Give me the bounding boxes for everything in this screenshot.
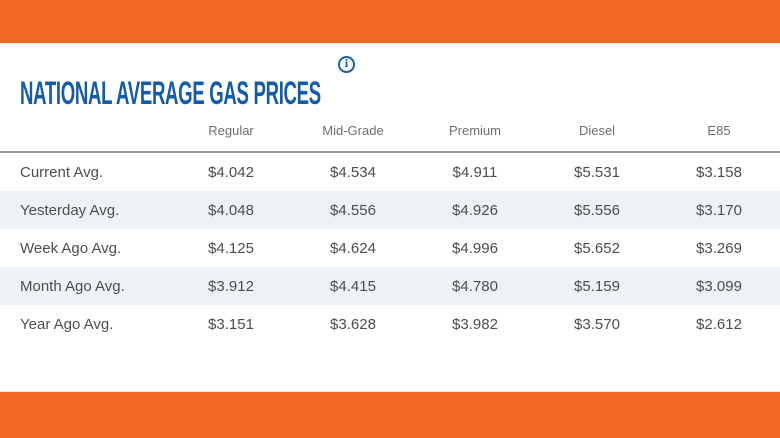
table-row-yesterday: Yesterday Avg. $4.048 $4.556 $4.926 $5.5…: [0, 191, 780, 229]
price-cell: $4.624: [330, 239, 376, 257]
column-header-premium: Premium: [414, 109, 536, 153]
price-cell: $3.982: [452, 315, 498, 333]
info-icon[interactable]: i: [338, 56, 355, 73]
price-cell: $3.628: [330, 315, 376, 333]
price-cell: $4.534: [330, 163, 376, 181]
row-label-cell: Month Ago Avg.: [20, 277, 125, 295]
price-cell: $4.048: [208, 201, 254, 219]
title-row: NATIONAL AVERAGE GAS PRICES i: [20, 56, 760, 109]
price-cell: $3.269: [696, 239, 742, 257]
column-header-e85: E85: [658, 109, 780, 153]
price-cell: $5.159: [574, 277, 620, 295]
bottom-accent-bar: [0, 391, 780, 438]
price-cell: $3.912: [208, 277, 254, 295]
price-cell: $5.531: [574, 163, 620, 181]
price-cell: $5.652: [574, 239, 620, 257]
row-label-cell: Yesterday Avg.: [20, 201, 120, 219]
row-label-cell: Week Ago Avg.: [20, 239, 122, 257]
column-header-regular: Regular: [170, 109, 292, 153]
price-cell: $4.911: [452, 163, 498, 181]
top-accent-bar: [0, 0, 780, 44]
price-cell: $3.151: [208, 315, 254, 333]
price-cell: $4.415: [330, 277, 376, 295]
row-label-cell: Year Ago Avg.: [20, 315, 114, 333]
gas-prices-table: Regular Mid-Grade Premium Diesel E85 Cur…: [0, 109, 780, 343]
table-row-week-ago: Week Ago Avg. $4.125 $4.624 $4.996 $5.65…: [0, 229, 780, 267]
table-row-month-ago: Month Ago Avg. $3.912 $4.415 $4.780 $5.1…: [0, 267, 780, 305]
gas-prices-panel: NATIONAL AVERAGE GAS PRICES i Regular Mi…: [0, 44, 780, 391]
price-cell: $4.125: [208, 239, 254, 257]
page-title: NATIONAL AVERAGE GAS PRICES: [20, 75, 321, 112]
price-cell: $4.556: [330, 201, 376, 219]
table-row-current: Current Avg. $4.042 $4.534 $4.911 $5.531…: [0, 152, 780, 191]
row-label-cell: Current Avg.: [20, 163, 104, 181]
price-cell: $3.099: [696, 277, 742, 295]
table-row-year-ago: Year Ago Avg. $3.151 $3.628 $3.982 $3.57…: [0, 305, 780, 343]
column-header-blank: [0, 109, 170, 153]
price-cell: $4.780: [452, 277, 498, 295]
price-cell: $4.996: [452, 239, 498, 257]
price-cell: $2.612: [696, 315, 742, 333]
price-cell: $5.556: [574, 201, 620, 219]
table-header-row: Regular Mid-Grade Premium Diesel E85: [0, 109, 780, 153]
price-cell: $4.926: [452, 201, 498, 219]
column-header-midgrade: Mid-Grade: [292, 109, 414, 153]
price-cell: $3.570: [574, 315, 620, 333]
price-cell: $4.042: [208, 163, 254, 181]
column-header-diesel: Diesel: [536, 109, 658, 153]
price-cell: $3.170: [696, 201, 742, 219]
price-cell: $3.158: [696, 163, 742, 181]
